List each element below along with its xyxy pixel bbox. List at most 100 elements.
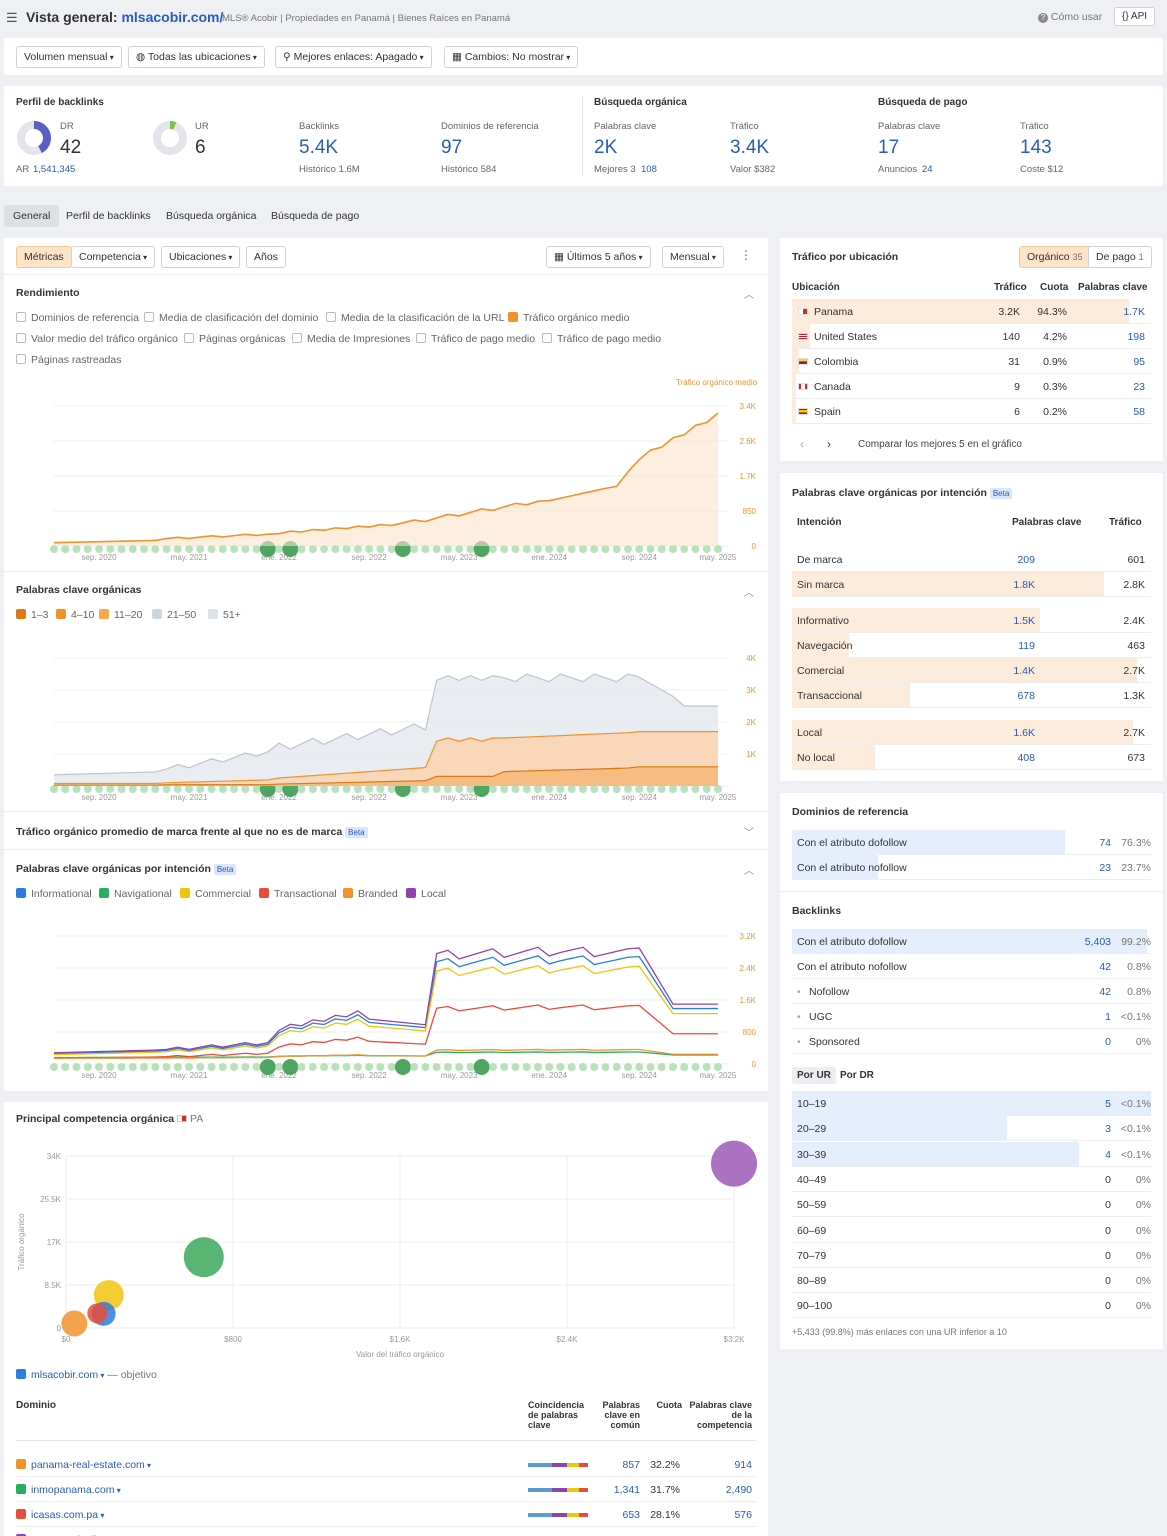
paid-traffic-value[interactable]: 143 [1020,137,1052,158]
keywords-link[interactable]: 1.7K [1123,306,1145,318]
checkbox[interactable] [542,333,552,343]
ar-value[interactable]: 1,541,345 [33,164,76,175]
target-row[interactable]: mlsacobir.com ▾ — objetivo [16,1369,157,1381]
table-row[interactable]: Comercial 1.4K 2.7K [792,658,1151,683]
checkbox[interactable] [184,333,194,343]
table-row[interactable]: 20–29 3 <0.1% [792,1116,1151,1142]
table-row[interactable]: Spain 6 0.2% 58 [792,399,1151,424]
table-row[interactable]: 10–19 5 <0.1% [792,1091,1151,1116]
keywords-link[interactable]: 678 [1017,690,1035,702]
table-row[interactable]: Con el atributo dofollow 5,403 99.2% [792,929,1151,954]
competitor-keywords[interactable]: 914 [734,1459,752,1471]
table-row[interactable]: 30–39 4 <0.1% [792,1141,1151,1167]
tab-backlink-profile[interactable]: Perfil de backlinks [66,210,151,222]
organic-toggle[interactable]: Orgánico 35 [1019,246,1091,268]
checkbox-item[interactable]: Valor medio del tráfico orgánico [16,333,178,345]
tab-paid-search[interactable]: Búsqueda de pago [271,210,360,222]
compare-link[interactable]: Comparar los mejores 5 en el gráfico [858,439,1022,450]
domain-cell[interactable]: icasas.com.pa ▾ [16,1509,104,1521]
menu-icon[interactable]: ☰ [6,10,18,25]
keywords-link[interactable]: 1.5K [1013,615,1035,627]
count-link[interactable]: 23 [1099,862,1111,874]
checkbox[interactable] [16,1534,26,1536]
location-filter[interactable]: ◍ Todas las ubicaciones [128,46,265,68]
checkbox[interactable] [208,609,218,619]
paid-keywords-value[interactable]: 17 [878,137,900,158]
organic-keywords-value[interactable]: 2K [594,137,618,158]
checkbox-item[interactable]: Páginas orgánicas [184,333,285,345]
table-row[interactable]: Sin marca 1.8K 2.8K [792,572,1151,597]
table-row[interactable]: Local 1.6K 2.7K [792,720,1151,745]
keywords-link[interactable]: 1.6K [1013,727,1035,739]
count-link[interactable]: 0 [1105,1300,1111,1313]
checkbox-item[interactable]: Media de clasificación del dominio [144,312,318,324]
count-link[interactable]: 0 [1105,1224,1111,1237]
table-row[interactable]: 70–79 0 0% [792,1243,1151,1268]
table-row[interactable]: Con el atributo dofollow 74 76.3% [792,830,1151,855]
common-keywords[interactable]: 857 [622,1459,640,1471]
checkbox[interactable] [99,609,109,619]
keywords-link[interactable]: 119 [1018,640,1035,652]
checkbox-item[interactable]: Commercial [180,888,251,900]
competitor-domain[interactable]: inmopanama.com [31,1484,115,1496]
table-row[interactable]: • Sponsored 0 0% [792,1029,1151,1054]
checkbox[interactable] [16,1459,26,1469]
competitor-domain[interactable]: panama-real-estate.com [31,1459,145,1471]
table-row[interactable]: Informativo 1.5K 2.4K [792,608,1151,633]
domain-cell[interactable]: panama-real-estate.com ▾ [16,1459,151,1471]
checkbox-item[interactable]: Media de la clasificación de la URL [326,312,504,324]
table-row[interactable]: 40–49 0 0% [792,1167,1151,1192]
table-row[interactable]: No local 408 673 [792,745,1151,770]
checkbox-item[interactable]: Informational [16,888,92,900]
tab-organic-search[interactable]: Búsqueda orgánica [166,210,257,222]
checkbox[interactable] [343,888,353,898]
checkbox-item[interactable]: Transactional [259,888,337,900]
checkbox[interactable] [180,888,190,898]
checkbox[interactable] [99,888,109,898]
collapse-icon[interactable]: ︿ [744,588,754,599]
table-row[interactable]: 50–59 0 0% [792,1192,1151,1218]
changes-filter[interactable]: ▦ Cambios: No mostrar [444,46,579,68]
range-select[interactable]: ▦ Últimos 5 años [546,246,651,268]
tab-by-dr[interactable]: Por DR [840,1070,874,1081]
checkbox[interactable] [16,1369,26,1379]
checkbox[interactable] [326,312,336,322]
checkbox-item[interactable]: 1–3 [16,609,49,621]
competitor-keywords[interactable]: 576 [734,1509,752,1521]
collapse-icon[interactable]: ︿ [744,290,754,301]
table-row[interactable]: Transaccional 678 1.3K [792,683,1151,708]
table-row[interactable]: Con el atributo nofollow 42 0.8% [792,954,1151,979]
table-row[interactable]: Con el atributo nofollow 23 23.7% [792,855,1151,880]
next-icon[interactable]: › [827,437,831,451]
count-link[interactable]: 0 [1105,1036,1111,1048]
count-link[interactable]: 42 [1099,986,1111,998]
count-link[interactable]: 74 [1099,837,1111,849]
common-keywords[interactable]: 1,341 [613,1484,640,1496]
keywords-link[interactable]: 23 [1133,381,1145,393]
more-options-icon[interactable]: ⋮ [740,248,752,262]
table-row[interactable]: • Nofollow 42 0.8% [792,979,1151,1004]
collapse-icon[interactable]: ︿ [744,866,754,877]
ads-value[interactable]: 24 [922,164,933,175]
help-link[interactable]: ? Cómo usar [1038,11,1102,23]
checkbox[interactable] [16,1509,26,1519]
count-link[interactable]: 3 [1105,1123,1111,1136]
count-link[interactable]: 5 [1105,1098,1111,1110]
subtab-locations[interactable]: Ubicaciones [161,246,241,268]
checkbox[interactable] [16,312,26,322]
checkbox-item[interactable]: Branded [343,888,398,900]
competitor-domain[interactable]: icasas.com.pa [31,1509,99,1521]
checkbox[interactable] [16,888,26,898]
checkbox[interactable] [56,609,66,619]
common-keywords[interactable]: 1,514 [614,1534,640,1536]
keywords-link[interactable]: 95 [1133,356,1145,368]
count-link[interactable]: 5,403 [1084,936,1111,948]
checkbox-item[interactable]: Tráfico de pago medio [416,333,535,345]
table-row[interactable]: 90–100 0 0% [792,1293,1151,1319]
table-row[interactable]: 80–89 0 0% [792,1268,1151,1294]
count-link[interactable]: 4 [1105,1148,1111,1161]
keywords-link[interactable]: 209 [1017,554,1035,566]
checkbox[interactable] [416,333,426,343]
checkbox[interactable] [406,888,416,898]
count-link[interactable]: 0 [1105,1275,1111,1288]
